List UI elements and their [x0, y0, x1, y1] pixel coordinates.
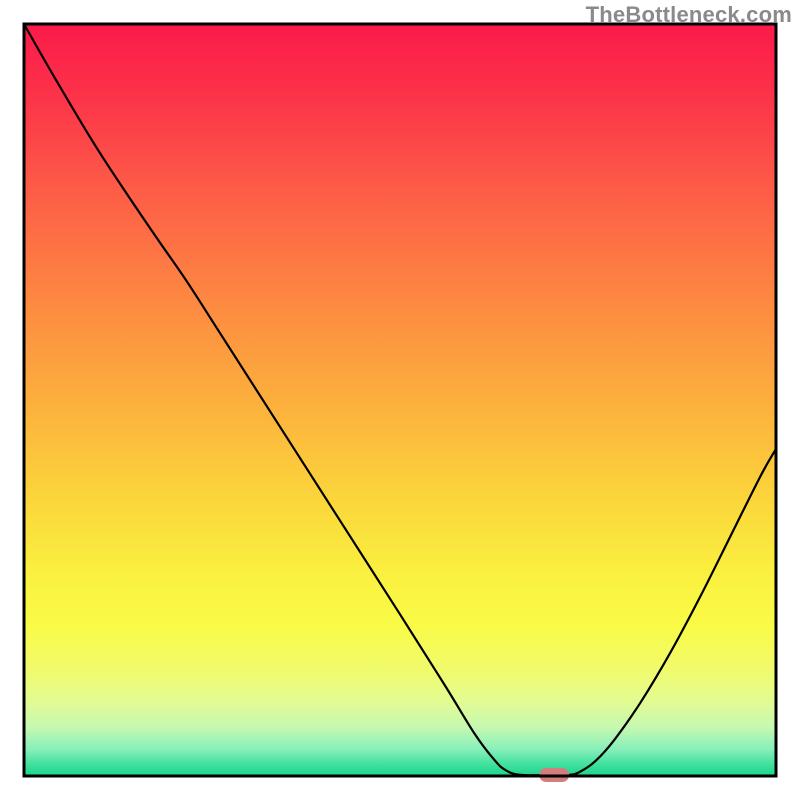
- watermark-text: TheBottleneck.com: [586, 2, 792, 28]
- plot-area: [24, 24, 776, 782]
- chart-container: TheBottleneck.com: [0, 0, 800, 800]
- bottleneck-chart: [0, 0, 800, 800]
